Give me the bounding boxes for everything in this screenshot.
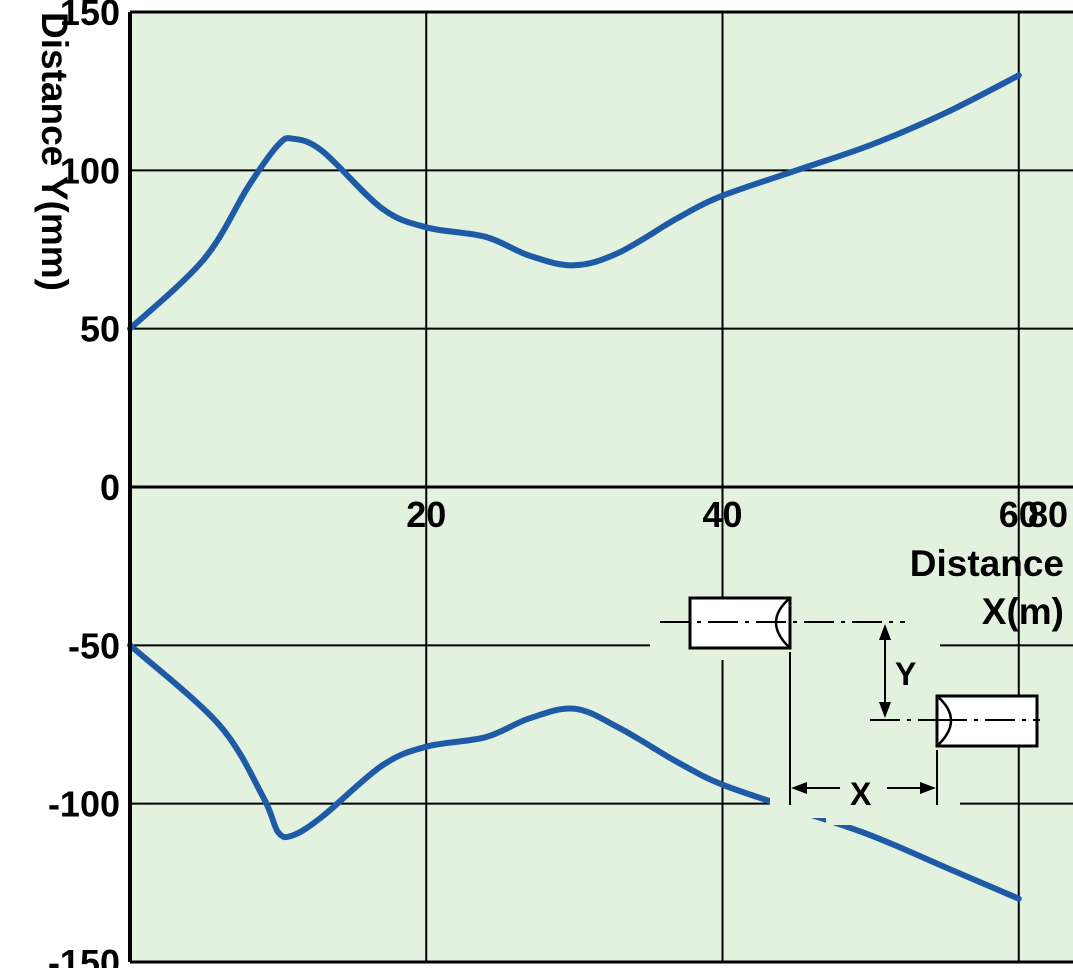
series-line-upper xyxy=(127,72,1022,332)
diagram-x-label: X xyxy=(850,776,872,812)
x-tick-label: 40 xyxy=(702,494,742,535)
y-tick-label: 50 xyxy=(80,309,120,350)
offset-diagram: Y X xyxy=(650,548,1040,825)
y-tick-label: -150 xyxy=(48,942,120,968)
diagram-y-label: Y xyxy=(895,656,916,692)
y-tick-label: 150 xyxy=(60,0,120,33)
x-axis-title-line2: X(m) xyxy=(982,591,1064,632)
y-tick-label: -100 xyxy=(48,784,120,825)
grid-lines xyxy=(130,12,1073,962)
x-tick-label: 60 xyxy=(999,494,1039,535)
y-tick-label: 100 xyxy=(60,150,120,191)
x-axis-title-line1: Distance xyxy=(910,543,1064,584)
x-tick-label: 80 xyxy=(1028,494,1068,535)
y-tick-label: 0 xyxy=(100,467,120,508)
y-axis-title: Distance Y(mm) xyxy=(34,12,75,291)
y-tick-label: -50 xyxy=(68,625,120,666)
x-tick-label: 20 xyxy=(406,494,446,535)
